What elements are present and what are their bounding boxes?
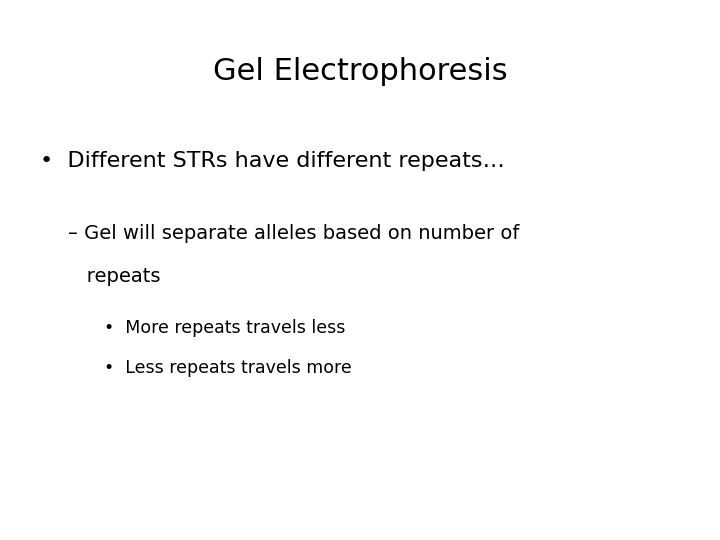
Text: Gel Electrophoresis: Gel Electrophoresis	[212, 57, 508, 86]
Text: repeats: repeats	[68, 267, 161, 286]
Text: •  More repeats travels less: • More repeats travels less	[104, 319, 346, 336]
Text: – Gel will separate alleles based on number of: – Gel will separate alleles based on num…	[68, 224, 520, 243]
Text: •  Different STRs have different repeats…: • Different STRs have different repeats…	[40, 151, 505, 171]
Text: •  Less repeats travels more: • Less repeats travels more	[104, 359, 352, 377]
